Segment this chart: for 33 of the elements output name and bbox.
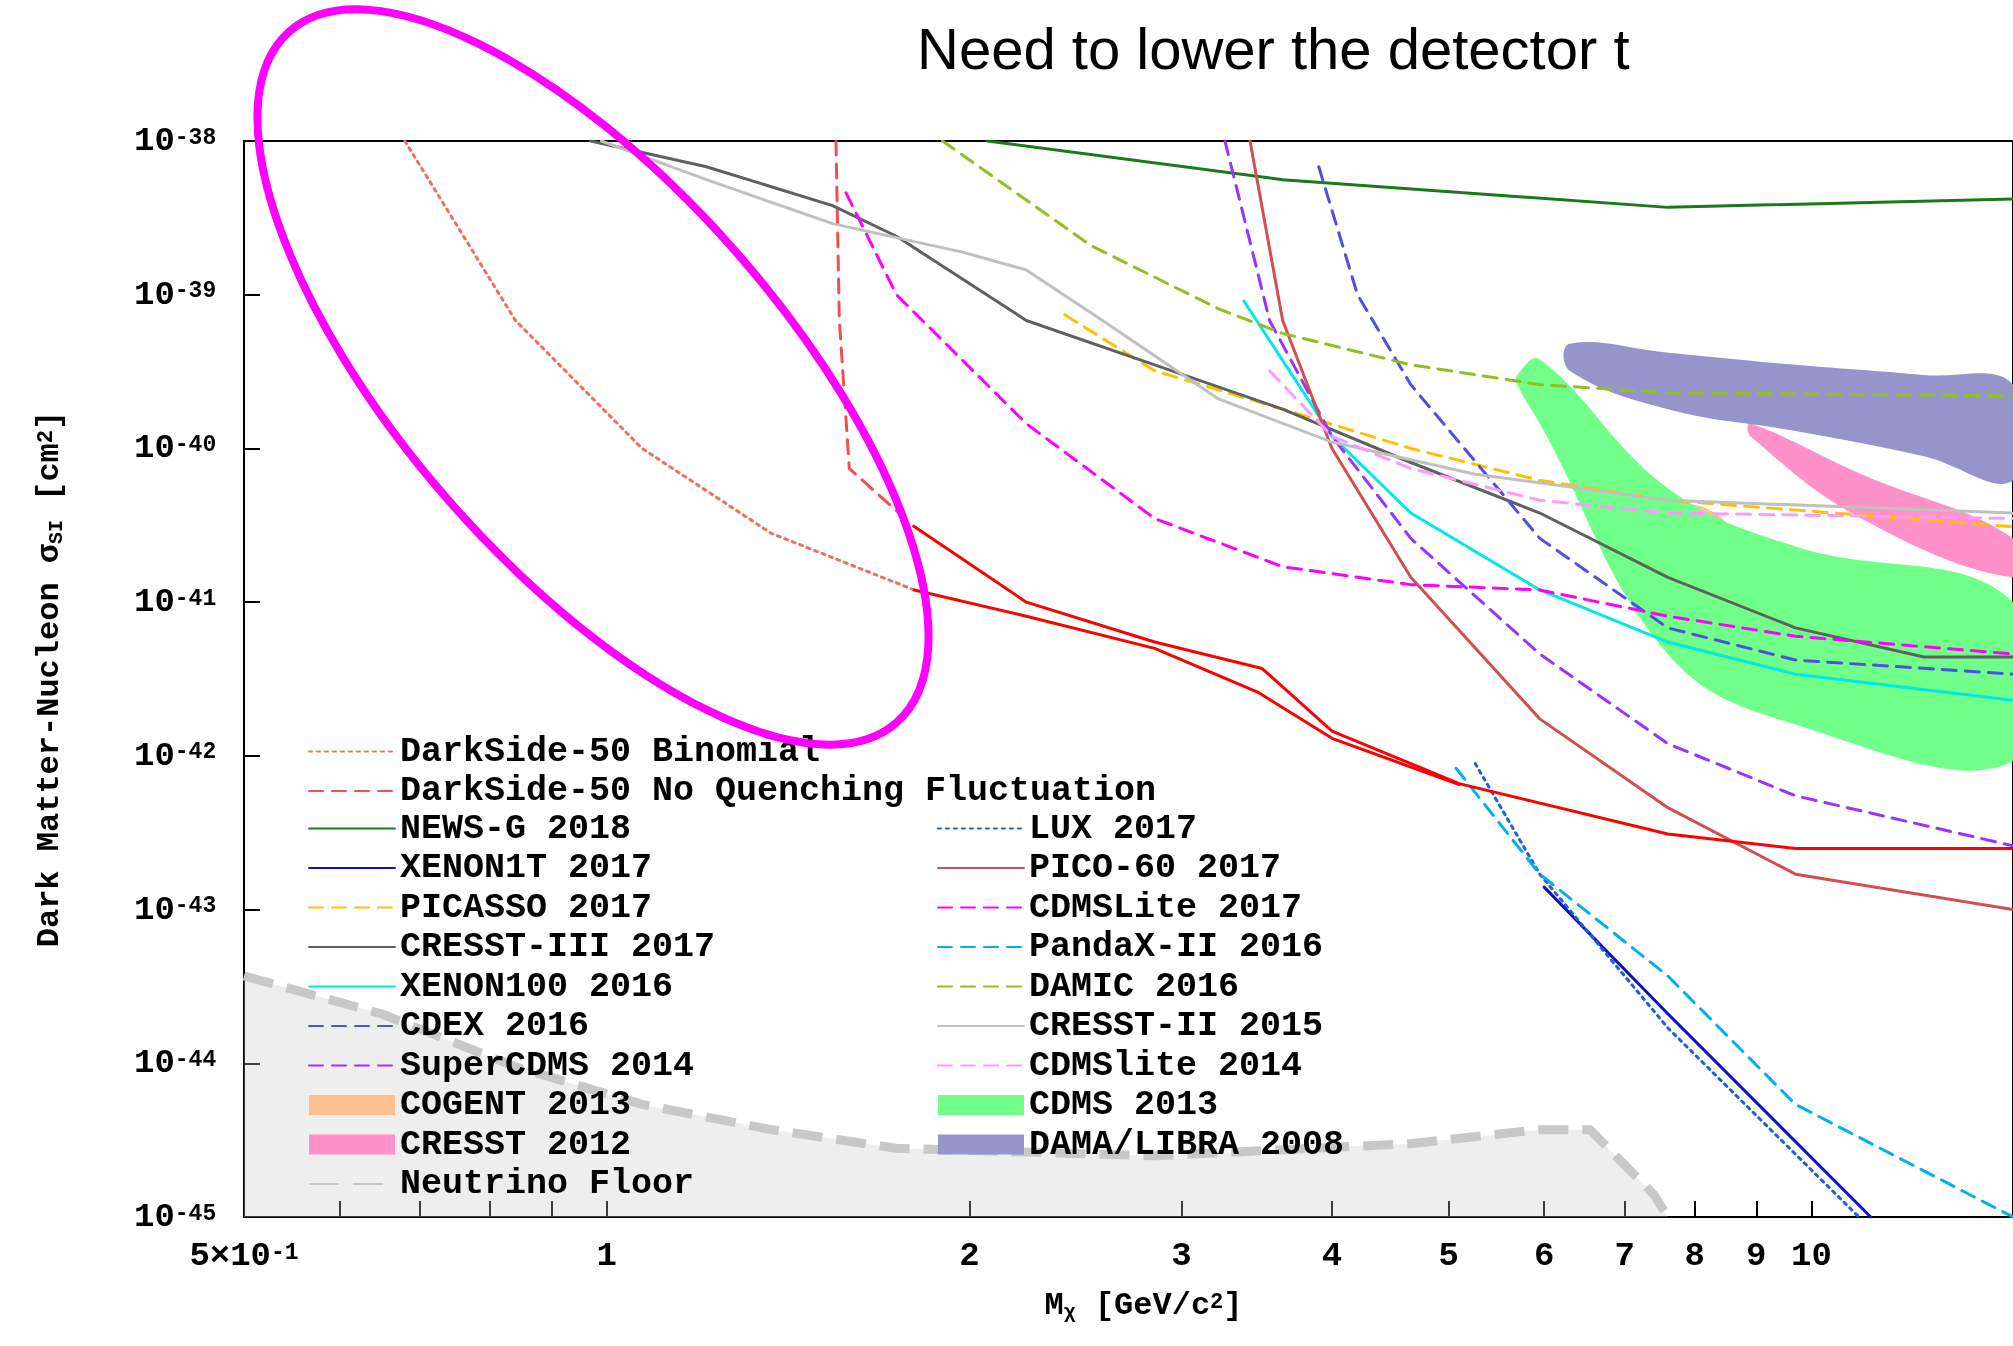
x-tick-label: 2 bbox=[959, 1237, 980, 1275]
x-tick-label: 6 bbox=[1533, 1237, 1555, 1275]
legend-label: Neutrino Floor bbox=[400, 1164, 695, 1204]
legend-label: DarkSide-50 Binomial bbox=[400, 731, 821, 772]
x-tick-label: 7 bbox=[1614, 1237, 1636, 1275]
legend-label: CRESST-II 2015 bbox=[1029, 1006, 1324, 1046]
x-tick-label: 4 bbox=[1321, 1237, 1343, 1275]
legend-label: XENON1T 2017 bbox=[400, 848, 653, 888]
legend-label: CDMSLite 2017 bbox=[1029, 887, 1303, 928]
x-tick-label: 9 bbox=[1746, 1237, 1767, 1275]
x-tick-label: 5 bbox=[1438, 1237, 1459, 1275]
legend-label: COGENT 2013 bbox=[400, 1085, 632, 1125]
legend-label: CDEX 2016 bbox=[400, 1006, 590, 1046]
legend-label: PICO-60 2017 bbox=[1029, 848, 1282, 888]
legend-label: CDMSlite 2014 bbox=[1029, 1045, 1303, 1086]
legend-label: CRESST 2012 bbox=[400, 1124, 632, 1165]
legend-label: DarkSide-50 No Quenching Fluctuation bbox=[400, 771, 1157, 811]
legend-label: DAMA/LIBRA 2008 bbox=[1029, 1124, 1345, 1165]
legend-label: SuperCDMS 2014 bbox=[400, 1045, 695, 1086]
legend-label: LUX 2017 bbox=[1029, 808, 1198, 849]
x-tick-label: 1 bbox=[596, 1237, 617, 1275]
legend-label: CDMS 2013 bbox=[1029, 1085, 1219, 1125]
x-tick-label: 8 bbox=[1684, 1237, 1705, 1275]
legend-label: PICASSO 2017 bbox=[400, 887, 653, 928]
x-tick-label: 10 bbox=[1791, 1237, 1832, 1275]
legend-label: CRESST-III 2017 bbox=[400, 927, 716, 967]
legend-label: XENON100 2016 bbox=[400, 966, 674, 1007]
chart-title: Need to lower the detector t bbox=[917, 15, 1630, 81]
x-tick-label: 3 bbox=[1171, 1237, 1192, 1275]
legend-label: NEWS-G 2018 bbox=[400, 808, 632, 849]
legend-label: PandaX-II 2016 bbox=[1029, 927, 1324, 967]
y-axis-title: Dark Matter-Nucleon σSI [cm2] bbox=[31, 410, 68, 948]
legend-label: DAMIC 2016 bbox=[1029, 966, 1240, 1007]
